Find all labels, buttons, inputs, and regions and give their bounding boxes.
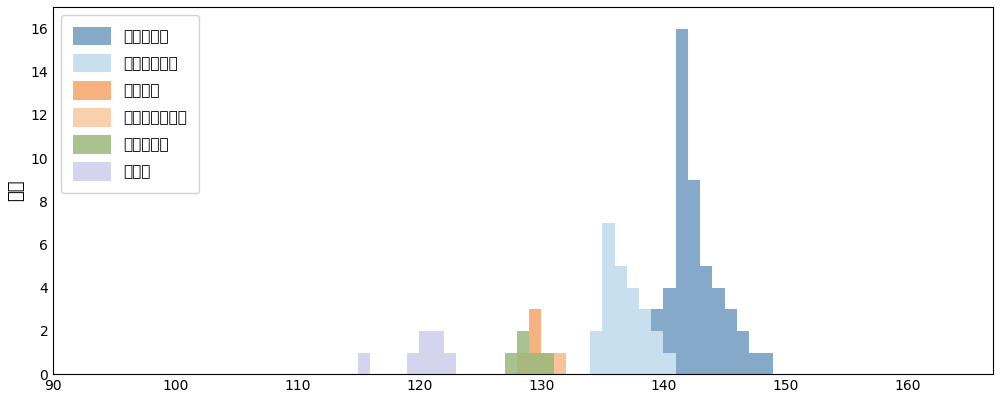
Bar [761,352,773,374]
Bar [517,352,529,374]
Bar [419,331,432,374]
Bar [444,352,456,374]
Bar [639,309,651,374]
Bar [517,331,529,374]
Bar [737,331,749,374]
Bar [749,352,761,374]
Bar [505,352,517,374]
Bar [712,288,724,374]
Bar [529,352,541,374]
Bar [724,309,737,374]
Bar [529,309,541,374]
Bar [358,352,370,374]
Bar [554,352,566,374]
Bar [663,352,676,374]
Bar [407,352,419,374]
Legend: ストレート, カットボール, フォーク, チェンジアップ, スライダー, カーブ: ストレート, カットボール, フォーク, チェンジアップ, スライダー, カーブ [61,14,199,193]
Bar [676,28,688,374]
Bar [432,331,444,374]
Bar [541,352,554,374]
Bar [541,352,554,374]
Bar [554,352,566,374]
Bar [651,309,663,374]
Bar [651,331,663,374]
Bar [517,352,529,374]
Bar [615,266,627,374]
Y-axis label: 球数: 球数 [7,180,25,201]
Bar [700,266,712,374]
Bar [627,288,639,374]
Bar [590,331,602,374]
Bar [688,180,700,374]
Bar [663,288,676,374]
Bar [639,352,651,374]
Bar [602,223,615,374]
Bar [529,352,541,374]
Bar [541,352,554,374]
